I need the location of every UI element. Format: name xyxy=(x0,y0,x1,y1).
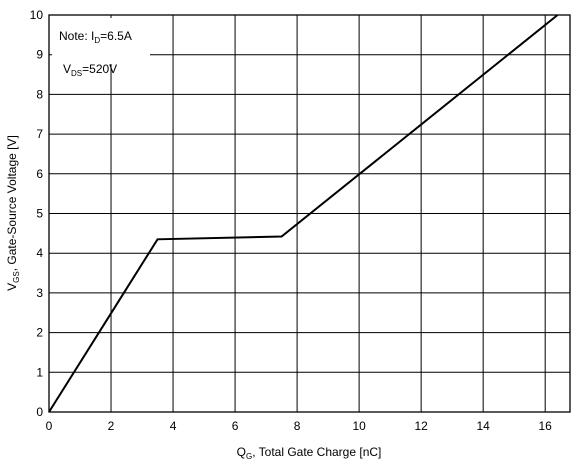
y-axis-label-main: V xyxy=(5,283,19,291)
series-group xyxy=(48,14,559,413)
y-tick-label: 2 xyxy=(36,326,43,340)
x-tick-label: 2 xyxy=(108,419,115,433)
x-tick-label: 16 xyxy=(539,419,553,433)
y-tick-label: 8 xyxy=(36,87,43,101)
y-tick-label: 7 xyxy=(36,127,43,141)
y-axis-label: VGS, Gate-Source Voltage [V] xyxy=(5,135,21,291)
note-line-1: Note: ID=6.5A xyxy=(59,29,132,45)
x-tick-label: 6 xyxy=(232,419,239,433)
y-tick-label: 4 xyxy=(36,246,43,260)
y-tick-label: 10 xyxy=(30,8,44,22)
y-axis-label-rest: , Gate-Source Voltage [V] xyxy=(5,135,19,271)
note-voltage-prefix: V xyxy=(63,62,71,76)
note-voltage-value: =520V xyxy=(82,62,117,76)
note-voltage-sub: DS xyxy=(71,69,82,78)
y-tick-label: 0 xyxy=(36,405,43,419)
series-line xyxy=(48,14,559,413)
x-tick-label: 10 xyxy=(352,419,366,433)
plot-frame xyxy=(48,14,571,413)
y-axis-label-sub: GS xyxy=(12,271,21,283)
x-axis-label-rest: , Total Gate Charge [nC] xyxy=(252,445,381,459)
note-current-prefix: Note: I xyxy=(59,29,94,43)
x-tick-label: 14 xyxy=(476,419,490,433)
x-tick-labels: 0 2 4 6 8 10 12 14 16 xyxy=(46,419,553,433)
x-axis-label-main: Q xyxy=(237,445,246,459)
y-tick-label: 3 xyxy=(36,286,43,300)
y-tick-label: 6 xyxy=(36,167,43,181)
y-tick-label: 5 xyxy=(36,207,43,221)
y-tick-label: 1 xyxy=(36,365,43,379)
x-axis-label-sub: G xyxy=(246,452,252,461)
x-tick-label: 4 xyxy=(170,419,177,433)
note-current-value: =6.5A xyxy=(100,29,132,43)
note-line-2: VDS=520V xyxy=(63,62,117,78)
x-tick-label: 0 xyxy=(46,419,53,433)
note-current-sub: D xyxy=(94,36,100,45)
y-tick-labels: 0 1 2 3 4 5 6 7 8 9 10 xyxy=(30,8,44,419)
note-box xyxy=(52,18,150,64)
x-tick-label: 12 xyxy=(414,419,428,433)
x-axis-label: QG, Total Gate Charge [nC] xyxy=(237,445,382,461)
y-tick-label: 9 xyxy=(36,48,43,62)
x-tick-label: 8 xyxy=(294,419,301,433)
